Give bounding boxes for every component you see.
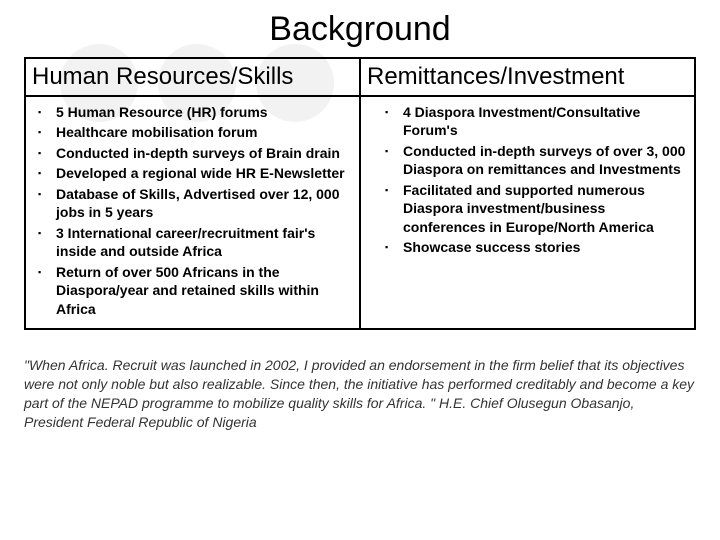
quote-text: "When Africa. Recruit was launched in 20… (24, 356, 696, 432)
right-bullet-list: 4 Diaspora Investment/Consultative Forum… (367, 103, 688, 257)
column-header-left: Human Resources/Skills (25, 58, 360, 96)
right-cell: 4 Diaspora Investment/Consultative Forum… (360, 96, 695, 329)
slide: Background Human Resources/Skills Remitt… (0, 0, 720, 540)
list-item: 5 Human Resource (HR) forums (46, 103, 353, 121)
list-item: Facilitated and supported numerous Diasp… (381, 181, 688, 236)
slide-title: Background (24, 10, 696, 49)
list-item: 4 Diaspora Investment/Consultative Forum… (381, 103, 688, 140)
list-item: Conducted in-depth surveys of over 3, 00… (381, 142, 688, 179)
left-bullet-list: 5 Human Resource (HR) forums Healthcare … (32, 103, 353, 318)
list-item: Developed a regional wide HR E-Newslette… (46, 164, 353, 182)
list-item: Showcase success stories (381, 238, 688, 256)
column-header-right: Remittances/Investment (360, 58, 695, 96)
list-item: 3 International career/recruitment fair'… (46, 224, 353, 261)
list-item: Return of over 500 Africans in the Diasp… (46, 263, 353, 318)
list-item: Conducted in-depth surveys of Brain drai… (46, 144, 353, 162)
left-cell: 5 Human Resource (HR) forums Healthcare … (25, 96, 360, 329)
list-item: Database of Skills, Advertised over 12, … (46, 185, 353, 222)
content-table: Human Resources/Skills Remittances/Inves… (24, 57, 696, 330)
list-item: Healthcare mobilisation forum (46, 123, 353, 141)
